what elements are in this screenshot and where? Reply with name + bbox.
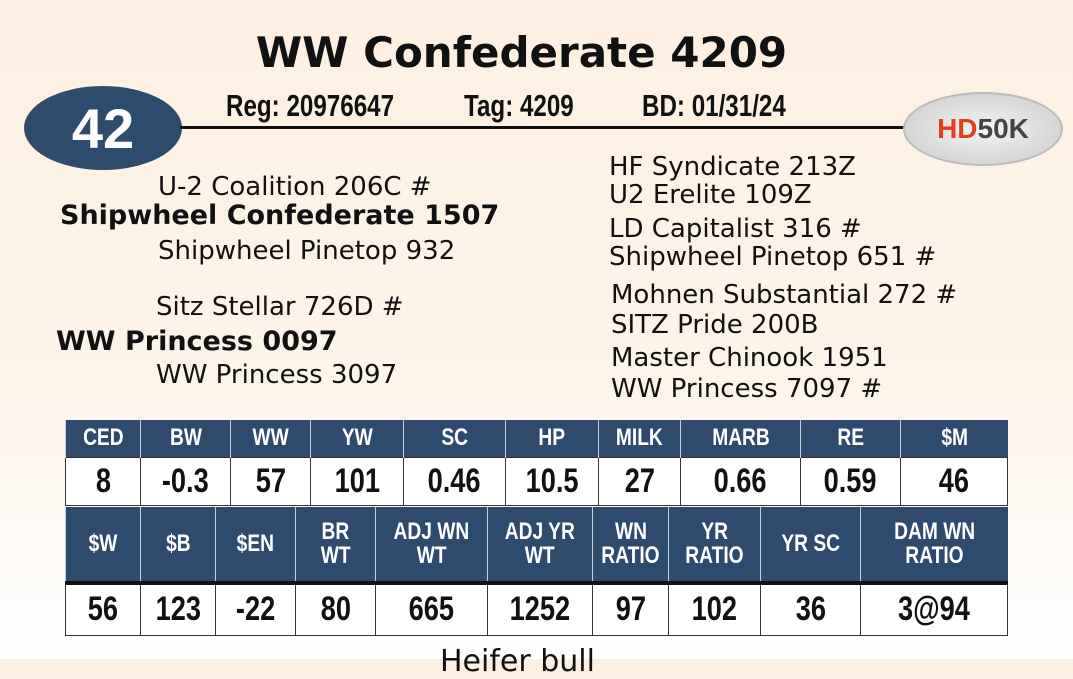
animal-title: WW Confederate 4209 <box>255 28 788 77</box>
epd-header: $M <box>900 420 1008 457</box>
epd-value: 36 <box>760 582 861 636</box>
epd-value: 10.5 <box>505 456 599 506</box>
epd-value: 102 <box>668 582 761 636</box>
epd-value: 1252 <box>487 582 593 636</box>
epd-value: -0.3 <box>140 456 231 506</box>
epd-header: BW <box>140 420 231 457</box>
epd-header: HP <box>505 420 599 457</box>
epd-header: YR RATIO <box>668 507 761 583</box>
epd-value: 56 <box>65 582 141 636</box>
epd-value: 8 <box>65 456 141 506</box>
epd-header: RE <box>800 420 901 457</box>
epd-header: DAM WN RATIO <box>860 507 1008 583</box>
epd-value: -22 <box>215 582 296 636</box>
lot-number-badge: 42 <box>24 86 182 170</box>
epd-value: 80 <box>295 582 376 636</box>
epd-header: WW <box>230 420 311 457</box>
pedigree-ancestor: WW Princess 7097 # <box>611 374 883 404</box>
epd-value: 46 <box>900 456 1008 506</box>
dam-dam: WW Princess 3097 <box>156 360 398 390</box>
epd-header: MILK <box>598 420 681 457</box>
sire-sire: U-2 Coalition 206C # <box>158 172 432 202</box>
pedigree-ancestor: SITZ Pride 200B <box>611 310 819 340</box>
epd-table-1: CED BW WW YW SC HP MILK MARB RE $M 8 -0.3 57 101 0.46 1… <box>65 420 1008 506</box>
epd-header: CED <box>65 420 141 457</box>
epd-value: 0.59 <box>800 456 901 506</box>
epd-value: 101 <box>310 456 404 506</box>
birth-date: BD: 01/31/24 <box>642 88 786 123</box>
pedigree-ancestor: LD Capitalist 316 # <box>609 214 862 244</box>
epd-header: MARB <box>680 420 801 457</box>
epd-header: WN RATIO <box>592 507 669 583</box>
epd-value: 0.46 <box>403 456 506 506</box>
epd-value: 97 <box>592 582 669 636</box>
dam-sire: Sitz Stellar 726D # <box>156 292 404 322</box>
epd-header: $EN <box>215 507 296 583</box>
pedigree-ancestor: Shipwheel Pinetop 651 # <box>609 242 937 272</box>
epd-table-2: $W $B $EN BR WT ADJ WN WT ADJ YR WT WN RATIO YR RATI… <box>65 507 1008 636</box>
epd-header: YW <box>310 420 404 457</box>
epd-value: 123 <box>140 582 216 636</box>
epd-header: $B <box>140 507 216 583</box>
sire-dam: Shipwheel Pinetop 932 <box>158 236 456 266</box>
epd-header: SC <box>403 420 506 457</box>
pedigree-ancestor: Mohnen Substantial 272 # <box>611 280 958 310</box>
epd-header: BR WT <box>295 507 376 583</box>
epd-value: 665 <box>375 582 488 636</box>
pedigree-ancestor: Master Chinook 1951 <box>611 343 888 373</box>
epd-header: $W <box>65 507 141 583</box>
divider <box>180 126 910 129</box>
pedigree-ancestor: U2 Erelite 109Z <box>609 180 812 210</box>
epd-header: YR SC <box>760 507 861 583</box>
hd50k-logo: HD 50K <box>903 92 1063 166</box>
epd-header: ADJ YR WT <box>487 507 593 583</box>
registration: Reg: 20976647 <box>226 88 395 123</box>
tag: Tag: 4209 <box>464 88 574 123</box>
epd-value: 0.66 <box>680 456 801 506</box>
epd-value: 57 <box>230 456 311 506</box>
epd-value: 27 <box>598 456 681 506</box>
footer-note: Heifer bull <box>440 644 595 679</box>
sire: Shipwheel Confederate 1507 <box>60 200 500 231</box>
dam: WW Princess 0097 <box>56 326 338 357</box>
epd-value: 3@94 <box>860 582 1008 636</box>
pedigree-ancestor: HF Syndicate 213Z <box>609 152 856 182</box>
epd-header: ADJ WN WT <box>375 507 488 583</box>
